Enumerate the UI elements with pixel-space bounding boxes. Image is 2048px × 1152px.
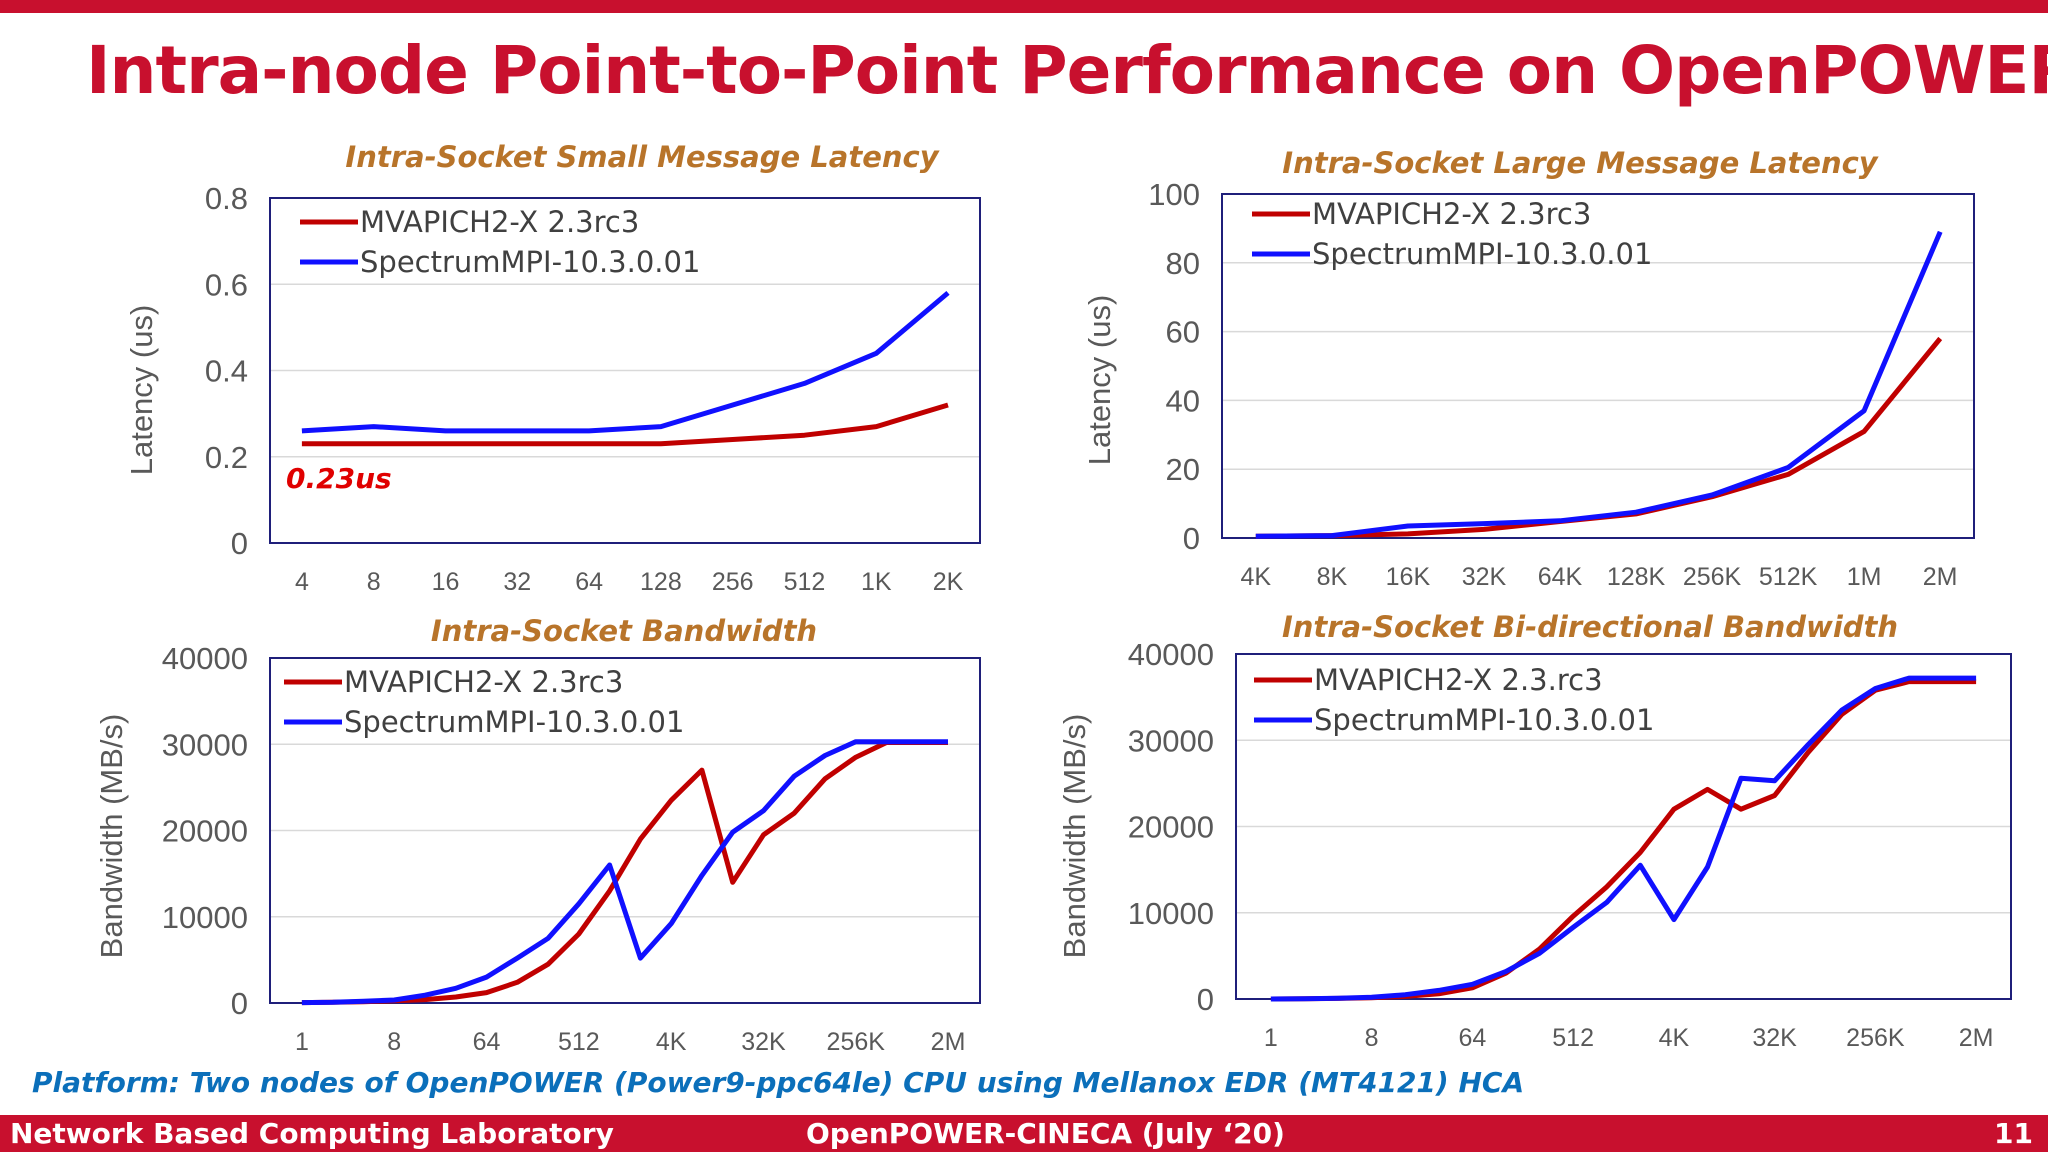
y-tick-label: 80 <box>1166 246 1200 281</box>
legend-label: MVAPICH2-X 2.3.rc3 <box>1314 663 1603 697</box>
x-tick-label: 1K <box>861 568 892 596</box>
y-tick-label: 60 <box>1166 315 1200 350</box>
x-tick-label: 4 <box>295 568 309 596</box>
x-tick-label: 64K <box>1538 563 1583 591</box>
y-tick-label: 20000 <box>162 814 248 849</box>
legend-label: MVAPICH2-X 2.3rc3 <box>1312 197 1591 231</box>
chart-bidirectional-bandwidth: 0 10000 20000 30000 40000 1 8 64 512 4K 32K 256K 2M B… <box>1057 637 2012 1052</box>
y-tick-label: 10000 <box>1128 896 1214 931</box>
x-tick-label: 32K <box>741 1028 786 1056</box>
plot-area-border <box>1235 653 2012 1000</box>
x-tick-label: 32 <box>503 568 531 596</box>
plot-area-border <box>269 197 981 544</box>
y-tick-label: 100 <box>1148 177 1200 212</box>
x-tick-label: 8 <box>367 568 381 596</box>
y-tick-label: 0.2 <box>205 440 248 475</box>
chart-title-large-latency: Intra-Socket Large Message Latency <box>1282 146 1878 180</box>
x-tick-label: 128K <box>1607 563 1666 591</box>
x-tick-label: 1 <box>1264 1024 1278 1052</box>
series-line-spectrum <box>301 739 948 1006</box>
legend-label: MVAPICH2-X 2.3rc3 <box>360 205 639 239</box>
series-line-mvapich <box>1255 336 1943 539</box>
x-tick-label: 64 <box>473 1028 501 1056</box>
chart-large-latency: 0 20 40 60 80 100 4K 8K 16K 32K 64K 128K 256K 512K 1M 2… <box>1082 177 1975 591</box>
y-axis-label: Latency (us) <box>124 305 159 476</box>
x-tick-label: 256K <box>827 1028 886 1056</box>
y-tick-label: 0.6 <box>205 267 248 302</box>
y-tick-label: 40000 <box>162 641 248 676</box>
x-tick-label: 2K <box>933 568 964 596</box>
y-tick-label: 0 <box>231 986 248 1021</box>
page-number: 11 <box>1994 1117 2033 1150</box>
latency-annotation: 0.23us <box>286 462 392 495</box>
x-tick-label: 1 <box>295 1028 309 1056</box>
chart-title-bandwidth: Intra-Socket Bandwidth <box>430 614 818 648</box>
x-tick-label: 16 <box>432 568 460 596</box>
y-tick-label: 10000 <box>162 900 248 935</box>
chart-title-small-latency: Intra-Socket Small Message Latency <box>345 140 939 174</box>
plot-area-border <box>269 657 981 1004</box>
y-axis-label: Bandwidth (MB/s) <box>1057 714 1092 959</box>
legend-label: SpectrumMPI-10.3.0.01 <box>1312 237 1652 271</box>
x-tick-label: 64 <box>575 568 603 596</box>
y-tick-label: 0 <box>1197 982 1214 1017</box>
x-tick-label: 4K <box>1659 1024 1690 1052</box>
x-tick-label: 2M <box>1923 563 1958 591</box>
x-tick-label: 16K <box>1386 563 1431 591</box>
x-tick-label: 256 <box>712 568 754 596</box>
top-bar <box>0 0 2048 13</box>
x-tick-label: 512 <box>558 1028 600 1056</box>
y-tick-label: 40000 <box>1128 637 1214 672</box>
series-line-spectrum <box>1255 230 1943 539</box>
x-tick-label: 8 <box>1365 1024 1379 1052</box>
slide-title: Intra-node Point-to-Point Performance on… <box>86 32 2048 109</box>
series-line-mvapich <box>301 740 948 1006</box>
y-tick-label: 0 <box>231 526 248 561</box>
y-tick-label: 30000 <box>162 727 248 762</box>
legend-label: SpectrumMPI-10.3.0.01 <box>344 705 684 739</box>
x-tick-label: 8 <box>387 1028 401 1056</box>
x-tick-label: 128 <box>640 568 682 596</box>
y-tick-label: 20 <box>1166 452 1200 487</box>
y-tick-label: 30000 <box>1128 723 1214 758</box>
footer-lab-name: Network Based Computing Laboratory <box>10 1117 614 1150</box>
chart-title-bidirectional-bandwidth: Intra-Socket Bi-directional Bandwidth <box>1281 610 1899 644</box>
x-tick-label: 64 <box>1458 1024 1486 1052</box>
x-tick-label: 512 <box>1552 1024 1594 1052</box>
series-line-spectrum <box>1270 675 1977 1002</box>
platform-note: Platform: Two nodes of OpenPOWER (Power9… <box>32 1066 1525 1099</box>
footer-bar: Network Based Computing Laboratory OpenP… <box>0 1115 2048 1152</box>
x-tick-label: 32K <box>1752 1024 1797 1052</box>
x-tick-label: 2M <box>1959 1024 1994 1052</box>
legend-label: MVAPICH2-X 2.3rc3 <box>344 665 623 699</box>
x-tick-label: 512 <box>784 568 826 596</box>
x-tick-label: 1M <box>1847 563 1882 591</box>
x-tick-label: 512K <box>1759 563 1818 591</box>
y-axis-label: Bandwidth (MB/s) <box>94 714 129 959</box>
y-tick-label: 20000 <box>1128 810 1214 845</box>
y-tick-label: 0 <box>1183 521 1200 556</box>
plot-area-border <box>1221 193 1975 539</box>
x-tick-label: 256K <box>1683 563 1742 591</box>
x-tick-label: 4K <box>656 1028 687 1056</box>
y-tick-label: 0.8 <box>205 181 248 216</box>
chart-bandwidth: 0 10000 20000 30000 40000 1 8 64 512 4K 32K 256K 2M B… <box>94 641 981 1056</box>
x-tick-label: 8K <box>1317 563 1348 591</box>
series-line-spectrum <box>301 290 950 434</box>
y-tick-label: 40 <box>1166 383 1200 418</box>
x-tick-label: 4K <box>1241 563 1272 591</box>
x-tick-label: 2M <box>931 1028 966 1056</box>
y-tick-label: 0.4 <box>205 354 248 389</box>
x-tick-label: 32K <box>1462 563 1507 591</box>
y-axis-label: Latency (us) <box>1082 295 1117 466</box>
x-tick-label: 256K <box>1846 1024 1905 1052</box>
chart-small-latency: 0 0.2 0.4 0.6 0.8 4 8 16 32 64 128 256 512 1K 2K Latenc… <box>124 181 981 596</box>
legend-label: SpectrumMPI-10.3.0.01 <box>360 245 700 279</box>
legend-label: SpectrumMPI-10.3.0.01 <box>1314 703 1654 737</box>
footer-event: OpenPOWER-CINECA (July ‘20) <box>806 1117 1285 1150</box>
series-line-mvapich <box>301 402 949 447</box>
